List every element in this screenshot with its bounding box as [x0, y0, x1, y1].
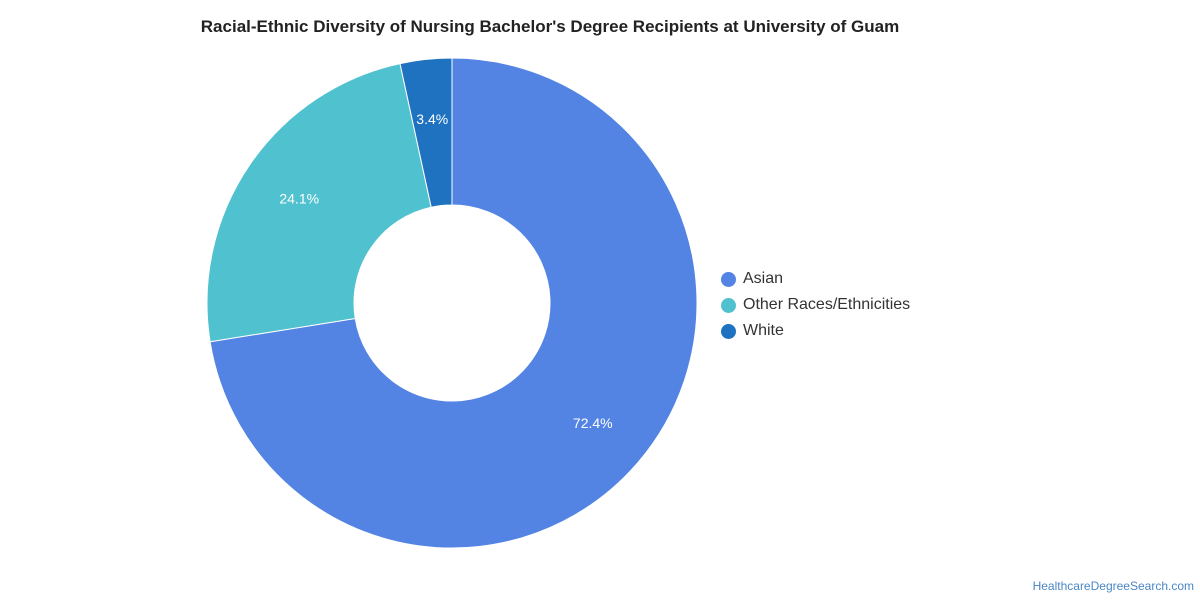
- legend-label: Asian: [743, 270, 784, 287]
- legend-label: Other Races/Ethnicities: [743, 296, 911, 313]
- slice-label-other-races-ethnicities: 24.1%: [279, 191, 319, 207]
- source-link[interactable]: HealthcareDegreeSearch.com: [1032, 579, 1194, 593]
- chart-title: Racial-Ethnic Diversity of Nursing Bache…: [200, 17, 900, 36]
- legend: Asian Other Races/Ethnicities White: [721, 266, 910, 344]
- slice-label-asian: 72.4%: [573, 415, 613, 431]
- legend-item-other-races-ethnicities[interactable]: Other Races/Ethnicities: [721, 292, 910, 318]
- legend-swatch: [721, 297, 736, 313]
- legend-swatch: [721, 271, 736, 287]
- slice-white[interactable]: [399, 57, 453, 208]
- slice-asian[interactable]: [209, 57, 698, 549]
- slice-other-races-ethnicities[interactable]: [206, 62, 432, 343]
- slice-label-white: 3.4%: [416, 111, 448, 127]
- legend-label: White: [743, 322, 784, 339]
- legend-swatch: [721, 323, 736, 339]
- legend-item-white[interactable]: White: [721, 318, 910, 344]
- legend-item-asian[interactable]: Asian: [721, 266, 910, 292]
